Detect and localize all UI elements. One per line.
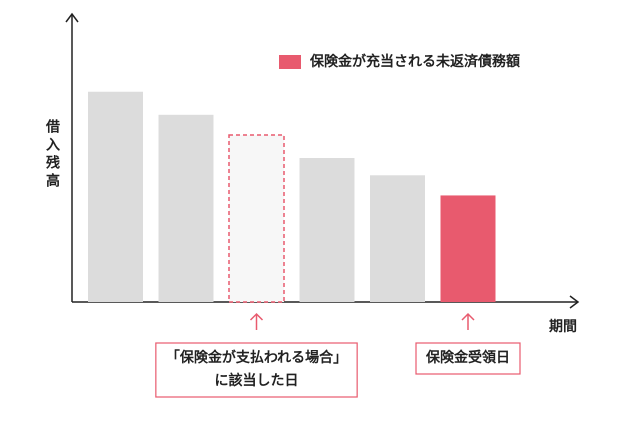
annotation-arrowhead	[461, 312, 475, 321]
bar	[228, 134, 285, 303]
bar	[370, 175, 425, 302]
y-axis-arrow	[65, 12, 79, 23]
bar	[440, 195, 496, 302]
bar	[88, 91, 143, 302]
x-axis-arrow	[569, 295, 580, 309]
y-axis-label: 借入残高	[44, 118, 61, 191]
legend-label: 保険金が充当される未返済債務額	[309, 53, 520, 70]
annotation-text: に該当した日	[215, 372, 299, 389]
bar	[299, 158, 355, 302]
annotation-text: 「保険金が支払われる場合」	[166, 349, 347, 366]
bar	[158, 114, 214, 302]
annotation-text: 保険金受領日	[425, 349, 510, 366]
x-axis-label: 期間	[549, 319, 577, 335]
legend-swatch	[279, 55, 301, 69]
annotation-arrowhead	[249, 312, 264, 321]
annotation-box	[155, 342, 358, 398]
annotation-box	[415, 342, 521, 375]
